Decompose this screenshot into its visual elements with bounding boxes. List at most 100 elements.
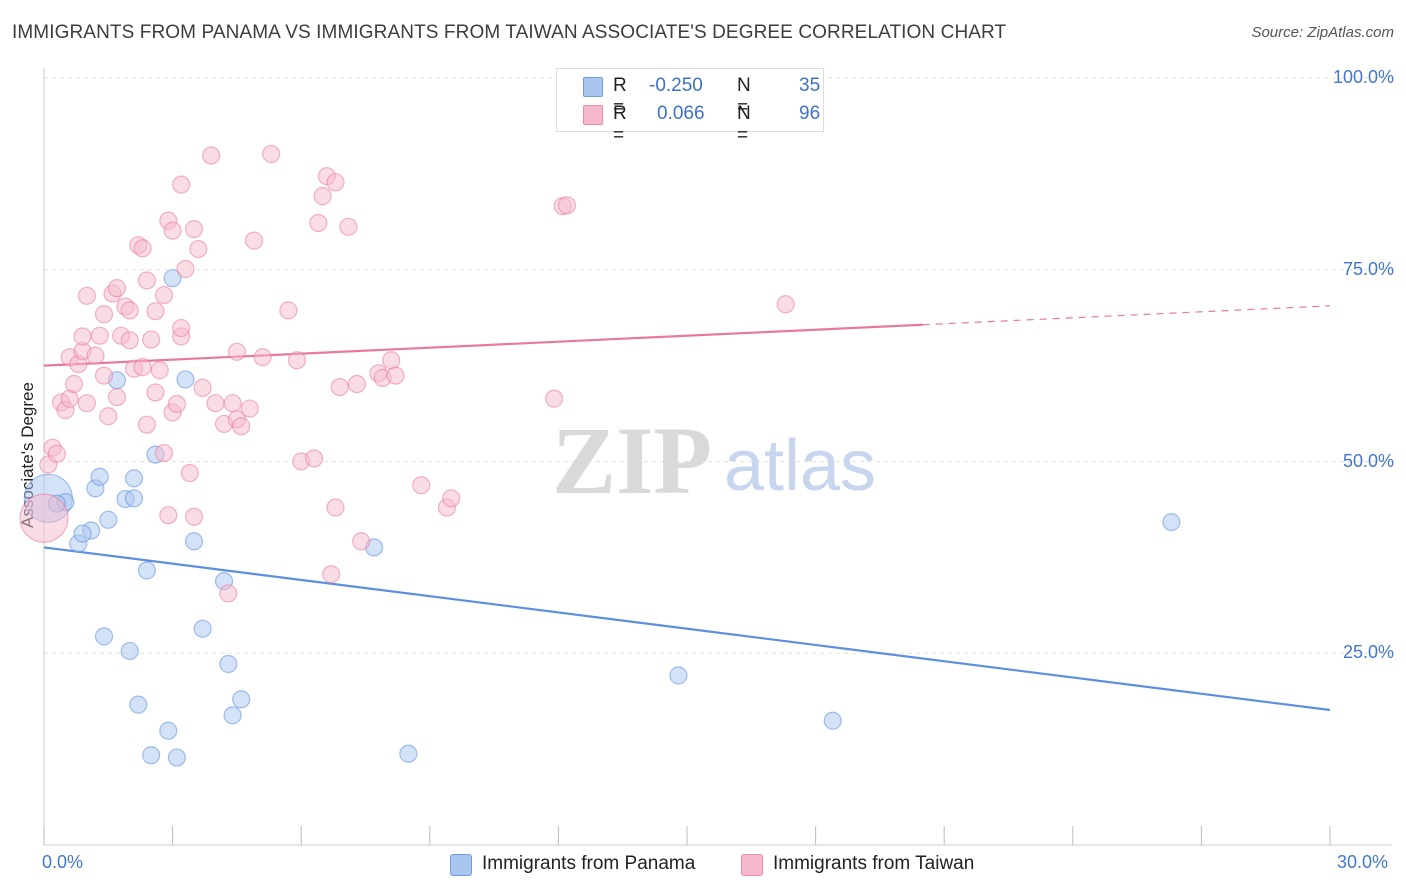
taiwan-point <box>304 449 324 468</box>
panama-point <box>669 666 688 685</box>
panama-point <box>193 619 212 638</box>
taiwan-trend-line <box>43 323 923 367</box>
data-points <box>19 144 1181 767</box>
r-label: R = <box>613 103 627 146</box>
taiwan-point <box>94 366 114 385</box>
panama-point <box>823 711 842 730</box>
taiwan-point <box>545 389 564 408</box>
taiwan-point <box>412 476 431 495</box>
taiwan-point <box>154 285 174 305</box>
taiwan-point <box>313 187 332 206</box>
taiwan-point <box>77 286 96 305</box>
taiwan-point <box>137 415 156 434</box>
taiwan-point <box>202 146 221 165</box>
panama-point <box>163 269 182 288</box>
taiwan-point <box>133 358 152 377</box>
taiwan-point <box>120 331 139 350</box>
taiwan-point <box>163 221 182 240</box>
taiwan-point <box>262 144 281 164</box>
taiwan-point <box>223 394 242 413</box>
taiwan-point <box>172 318 191 338</box>
taiwan-point <box>309 213 328 233</box>
taiwan-point <box>442 489 461 508</box>
panama-point <box>137 561 156 580</box>
legend-label-taiwan: Immigrants from Taiwan <box>773 853 975 874</box>
panama-point <box>219 654 238 674</box>
taiwan-point <box>146 302 165 321</box>
taiwan-point <box>382 351 401 370</box>
taiwan-point <box>339 217 358 236</box>
watermark-zip: ZIP <box>552 407 712 514</box>
trend-lines <box>43 305 1331 712</box>
panama-point <box>73 524 92 543</box>
taiwan-point <box>232 417 251 436</box>
source-label: Source: ZipAtlas.com <box>1251 24 1394 41</box>
taiwan-point <box>184 507 204 526</box>
legend-swatch-panama <box>583 77 603 97</box>
taiwan-point <box>120 301 139 320</box>
y-tick-label: 50.0% <box>1342 450 1394 471</box>
panama-point <box>223 706 242 725</box>
panama-point <box>90 467 109 486</box>
taiwan-point <box>330 378 349 397</box>
taiwan-point <box>77 394 96 413</box>
legend-label-panama: Immigrants from Panama <box>482 853 696 874</box>
taiwan-point <box>287 351 307 370</box>
n-value-panama: 35 <box>799 75 821 96</box>
r-value-panama: -0.250 <box>649 75 703 96</box>
taiwan-point <box>206 394 225 413</box>
r-value-taiwan: 0.066 <box>657 103 705 124</box>
taiwan-point <box>146 383 165 402</box>
panama-point <box>399 744 418 763</box>
taiwan-point <box>386 366 405 385</box>
taiwan-point <box>253 348 272 367</box>
taiwan-point <box>180 463 199 483</box>
taiwan-point <box>64 374 84 394</box>
y-tick-label: 25.0% <box>1342 642 1394 663</box>
panama-point <box>124 469 144 488</box>
panama-point <box>232 690 251 709</box>
taiwan-point <box>193 378 212 397</box>
taiwan-point <box>347 374 367 394</box>
taiwan-point <box>133 239 152 258</box>
panama-point <box>94 627 114 646</box>
legend-swatch-taiwan <box>583 105 603 125</box>
taiwan-point <box>159 506 178 525</box>
y-tick-label: 75.0% <box>1342 258 1394 279</box>
series-legend: Immigrants from Panama Immigrants from T… <box>0 850 1406 880</box>
taiwan-point <box>107 279 126 298</box>
taiwan-point <box>47 444 66 463</box>
taiwan-point <box>90 326 109 345</box>
panama-point <box>1162 512 1181 532</box>
taiwan-point <box>19 493 69 543</box>
n-label: N = <box>737 103 751 146</box>
axes <box>43 68 1392 846</box>
watermark-atlas: atlas <box>724 426 876 506</box>
chart-title: IMMIGRANTS FROM PANAMA VS IMMIGRANTS FRO… <box>12 22 1007 43</box>
n-value-taiwan: 96 <box>799 103 821 124</box>
panama-point <box>176 370 195 389</box>
taiwan-point <box>137 271 156 290</box>
panama-point <box>167 748 186 767</box>
taiwan-point <box>176 259 195 279</box>
taiwan-point <box>219 584 238 603</box>
taiwan-point <box>167 394 186 414</box>
panama-point <box>99 510 118 529</box>
grid-lines <box>44 77 1392 654</box>
panama-point <box>159 721 178 740</box>
taiwan-point <box>279 301 298 320</box>
taiwan-point <box>107 387 126 407</box>
y-tick-label: 100.0% <box>1332 67 1394 87</box>
taiwan-point <box>244 231 264 250</box>
legend-swatch-panama <box>450 854 472 876</box>
watermark: ZIP atlas <box>552 407 876 514</box>
n-label: N = <box>737 75 751 118</box>
taiwan-point <box>322 565 341 584</box>
legend-swatch-taiwan <box>741 854 763 876</box>
panama-point <box>124 489 144 508</box>
taiwan-point <box>99 407 118 426</box>
panama-point <box>120 641 139 661</box>
r-label: R = <box>613 75 627 118</box>
taiwan-point <box>557 196 577 215</box>
